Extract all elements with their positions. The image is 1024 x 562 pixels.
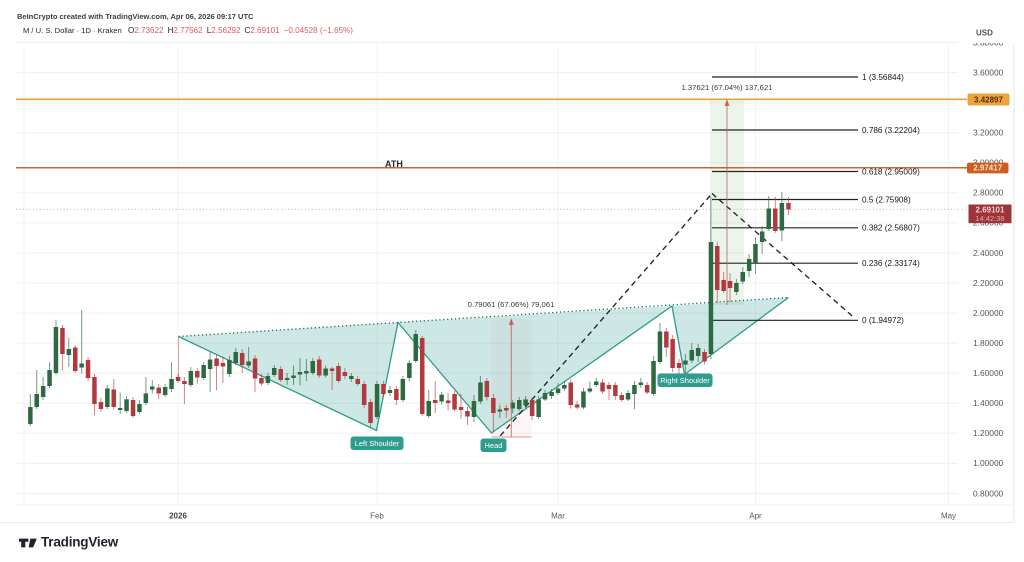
svg-text:2.40000: 2.40000 bbox=[973, 248, 1004, 258]
svg-text:1.20000: 1.20000 bbox=[973, 428, 1004, 438]
svg-text:3.42897: 3.42897 bbox=[974, 96, 1003, 105]
svg-text:2.69101: 2.69101 bbox=[976, 206, 1005, 215]
svg-text:Right Shoulder: Right Shoulder bbox=[660, 376, 710, 385]
svg-text:1.00000: 1.00000 bbox=[973, 458, 1004, 468]
svg-text:1 (3.56844): 1 (3.56844) bbox=[862, 73, 904, 82]
svg-text:0.80000: 0.80000 bbox=[973, 488, 1004, 498]
svg-text:14:42:38: 14:42:38 bbox=[975, 214, 1004, 223]
svg-text:May: May bbox=[941, 512, 956, 521]
svg-text:Mar: Mar bbox=[551, 512, 565, 521]
svg-text:2026: 2026 bbox=[169, 512, 187, 521]
svg-text:2.80000: 2.80000 bbox=[973, 188, 1004, 198]
svg-text:Head: Head bbox=[485, 441, 503, 450]
svg-text:2.97417: 2.97417 bbox=[973, 164, 1002, 173]
svg-text:0.786 (3.22204): 0.786 (3.22204) bbox=[862, 126, 920, 135]
svg-text:USD: USD bbox=[976, 29, 993, 38]
svg-text:1.80000: 1.80000 bbox=[973, 338, 1004, 348]
svg-text:Left Shoulder: Left Shoulder bbox=[355, 439, 400, 448]
svg-text:1.37621 (67.04%) 137,621: 1.37621 (67.04%) 137,621 bbox=[681, 83, 772, 92]
svg-text:M / U. S. Dollar · 1D · Kraken: M / U. S. Dollar · 1D · Kraken bbox=[23, 26, 122, 35]
svg-text:TradingView: TradingView bbox=[41, 535, 119, 550]
svg-text:3.20000: 3.20000 bbox=[973, 128, 1004, 138]
svg-text:0 (1.94972): 0 (1.94972) bbox=[862, 316, 904, 325]
svg-text:ATH: ATH bbox=[385, 159, 403, 169]
svg-text:3.60000: 3.60000 bbox=[973, 67, 1004, 77]
svg-text:2.00000: 2.00000 bbox=[973, 308, 1004, 318]
svg-text:0.618 (2.95009): 0.618 (2.95009) bbox=[862, 167, 920, 176]
svg-text:1.60000: 1.60000 bbox=[973, 368, 1004, 378]
svg-text:0.382 (2.56807): 0.382 (2.56807) bbox=[862, 224, 920, 233]
svg-text:Apr: Apr bbox=[749, 512, 762, 521]
svg-text:0.79061 (67.06%) 79,061: 0.79061 (67.06%) 79,061 bbox=[468, 300, 555, 309]
svg-text:2.20000: 2.20000 bbox=[973, 278, 1004, 288]
svg-text:Feb: Feb bbox=[370, 512, 384, 521]
svg-text:0.236 (2.33174): 0.236 (2.33174) bbox=[862, 259, 920, 268]
svg-text:1.40000: 1.40000 bbox=[973, 398, 1004, 408]
svg-text:BeInCrypto created with Tradin: BeInCrypto created with TradingView.com,… bbox=[17, 12, 254, 21]
svg-text:0.5 (2.75908): 0.5 (2.75908) bbox=[862, 195, 911, 204]
